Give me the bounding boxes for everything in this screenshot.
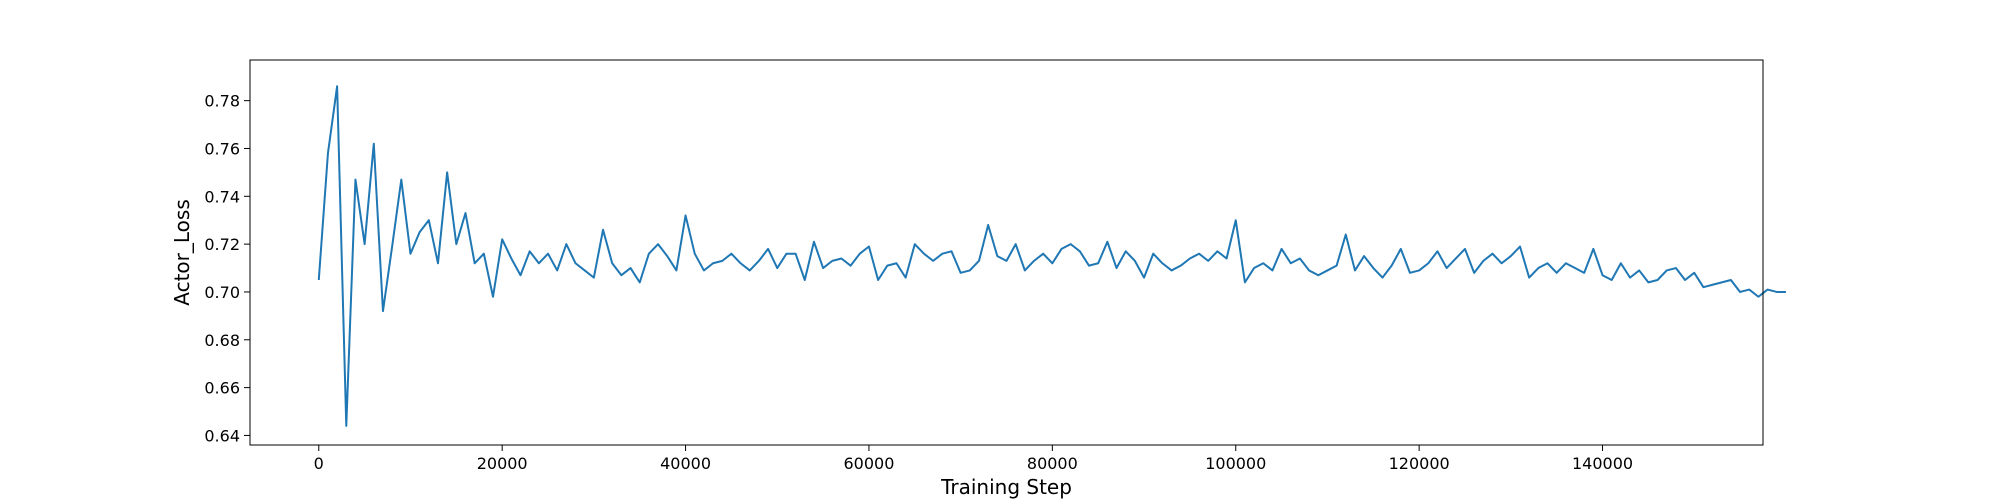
x-tick-label: 0 xyxy=(314,454,324,473)
y-tick-label: 0.64 xyxy=(204,426,240,445)
x-tick-label: 40000 xyxy=(660,454,711,473)
x-tick-label: 20000 xyxy=(477,454,528,473)
x-tick-label: 120000 xyxy=(1389,454,1450,473)
y-tick-label: 0.66 xyxy=(204,379,240,398)
y-tick-label: 0.68 xyxy=(204,331,240,350)
x-tick-label: 140000 xyxy=(1572,454,1633,473)
y-axis-label: Actor_Loss xyxy=(170,199,194,306)
y-tick-label: 0.78 xyxy=(204,92,240,111)
x-tick-label: 100000 xyxy=(1205,454,1266,473)
x-tick-label: 80000 xyxy=(1027,454,1078,473)
y-tick-label: 0.76 xyxy=(204,139,240,158)
x-axis-label: Training Step xyxy=(940,475,1072,499)
y-tick-label: 0.70 xyxy=(204,283,240,302)
y-tick-label: 0.74 xyxy=(204,187,240,206)
x-tick-label: 60000 xyxy=(844,454,895,473)
y-tick-label: 0.72 xyxy=(204,235,240,254)
